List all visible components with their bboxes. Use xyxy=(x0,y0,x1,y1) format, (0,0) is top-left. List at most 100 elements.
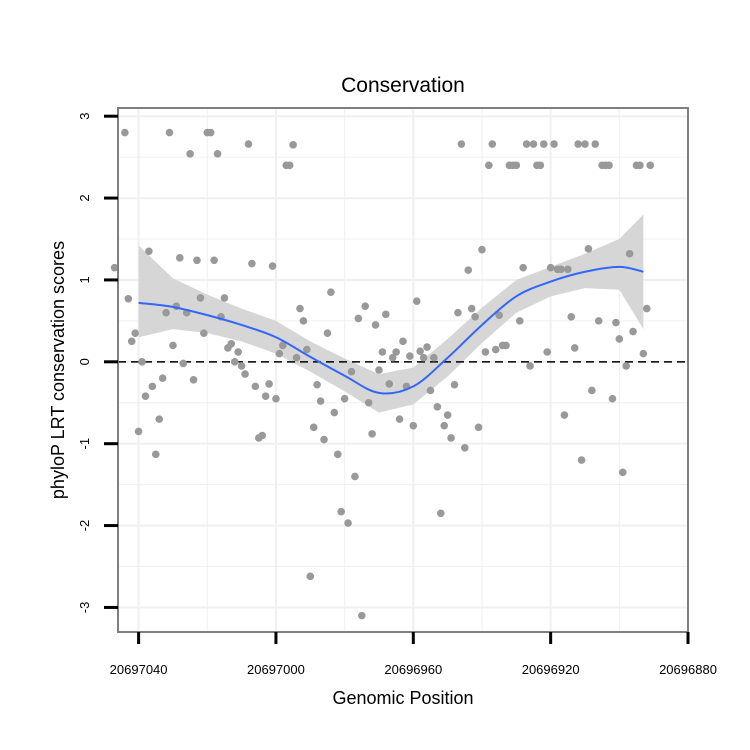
data-point xyxy=(416,347,424,355)
data-point xyxy=(375,366,383,374)
data-point xyxy=(251,382,260,391)
chart-title: Conservation xyxy=(341,74,465,97)
data-point xyxy=(433,403,442,411)
data-point xyxy=(615,335,624,343)
data-point xyxy=(467,304,476,313)
data-point xyxy=(457,140,466,148)
data-point xyxy=(131,329,139,337)
data-point xyxy=(285,161,294,170)
data-point xyxy=(392,348,400,356)
data-point xyxy=(639,349,648,358)
data-point xyxy=(258,431,267,440)
data-point xyxy=(330,408,339,417)
data-point xyxy=(213,150,222,158)
data-point xyxy=(186,150,194,158)
data-point xyxy=(134,427,143,436)
data-point xyxy=(121,128,129,137)
data-point xyxy=(275,349,284,358)
data-point xyxy=(234,348,242,356)
data-point xyxy=(155,415,164,423)
data-point xyxy=(347,367,356,376)
y-tick-label: 1 xyxy=(77,276,92,283)
data-point xyxy=(485,161,493,170)
data-point xyxy=(340,394,349,403)
data-point xyxy=(399,337,407,346)
data-point xyxy=(557,265,565,274)
data-point xyxy=(574,140,582,148)
data-point xyxy=(268,262,277,270)
data-point xyxy=(495,311,503,319)
data-point xyxy=(581,140,589,148)
data-point xyxy=(591,140,600,148)
data-point xyxy=(364,398,373,407)
data-point xyxy=(303,345,311,354)
data-point xyxy=(145,247,153,256)
data-point xyxy=(550,140,558,148)
y-axis-title: phyloP LRT conservation scores xyxy=(48,241,68,499)
data-point xyxy=(206,128,215,137)
data-point xyxy=(502,341,510,350)
data-point xyxy=(423,343,431,351)
x-tick-label: 20697040 xyxy=(110,662,168,677)
data-point xyxy=(515,317,524,325)
data-point xyxy=(227,340,236,348)
y-tick-label: -2 xyxy=(77,520,92,532)
data-point xyxy=(248,259,256,268)
data-point xyxy=(323,329,332,337)
data-point xyxy=(471,312,479,321)
data-point xyxy=(474,423,483,432)
data-point xyxy=(361,302,370,310)
data-point xyxy=(237,362,246,370)
data-point xyxy=(385,380,394,388)
data-point xyxy=(193,256,201,265)
data-point xyxy=(241,370,249,378)
data-point xyxy=(151,450,160,459)
y-tick-label: 3 xyxy=(77,113,92,120)
data-point xyxy=(176,254,184,262)
data-point xyxy=(567,312,576,321)
data-point xyxy=(536,161,545,170)
data-point xyxy=(272,394,280,403)
y-tick-label: -3 xyxy=(77,602,92,614)
data-point xyxy=(371,321,380,329)
data-points xyxy=(110,128,655,620)
data-point xyxy=(430,353,438,362)
data-point xyxy=(522,140,531,148)
data-point xyxy=(313,380,321,389)
data-point xyxy=(337,507,345,516)
data-point xyxy=(320,435,328,444)
data-point xyxy=(450,380,459,389)
data-point xyxy=(162,308,170,317)
data-point xyxy=(265,380,273,388)
data-point xyxy=(368,430,376,438)
data-point xyxy=(412,297,421,306)
data-point xyxy=(230,358,239,366)
data-point xyxy=(306,572,315,581)
y-tick-label: -1 xyxy=(77,438,92,450)
data-point xyxy=(261,392,270,401)
data-point xyxy=(357,611,366,620)
data-point xyxy=(636,161,644,170)
data-point xyxy=(588,386,596,395)
smooth-curve xyxy=(138,265,644,395)
data-point xyxy=(210,256,218,265)
data-point xyxy=(491,345,500,354)
data-point xyxy=(512,161,521,170)
x-tick-label: 20696880 xyxy=(659,662,717,677)
confidence-band-area xyxy=(138,214,644,413)
data-point xyxy=(110,263,119,272)
data-point xyxy=(406,352,414,360)
data-point xyxy=(378,348,387,356)
data-point xyxy=(546,263,555,272)
data-point xyxy=(220,294,229,302)
data-point xyxy=(309,423,318,432)
x-axis: 20697040 20697000 20696960 20696920 20696880 xyxy=(110,632,717,677)
data-point xyxy=(608,394,617,403)
data-point xyxy=(382,310,390,319)
smooth-trend-line xyxy=(138,265,644,395)
data-point xyxy=(292,353,301,362)
data-point xyxy=(141,392,150,401)
data-point xyxy=(189,376,198,384)
data-point xyxy=(560,411,569,419)
data-point xyxy=(351,472,359,481)
